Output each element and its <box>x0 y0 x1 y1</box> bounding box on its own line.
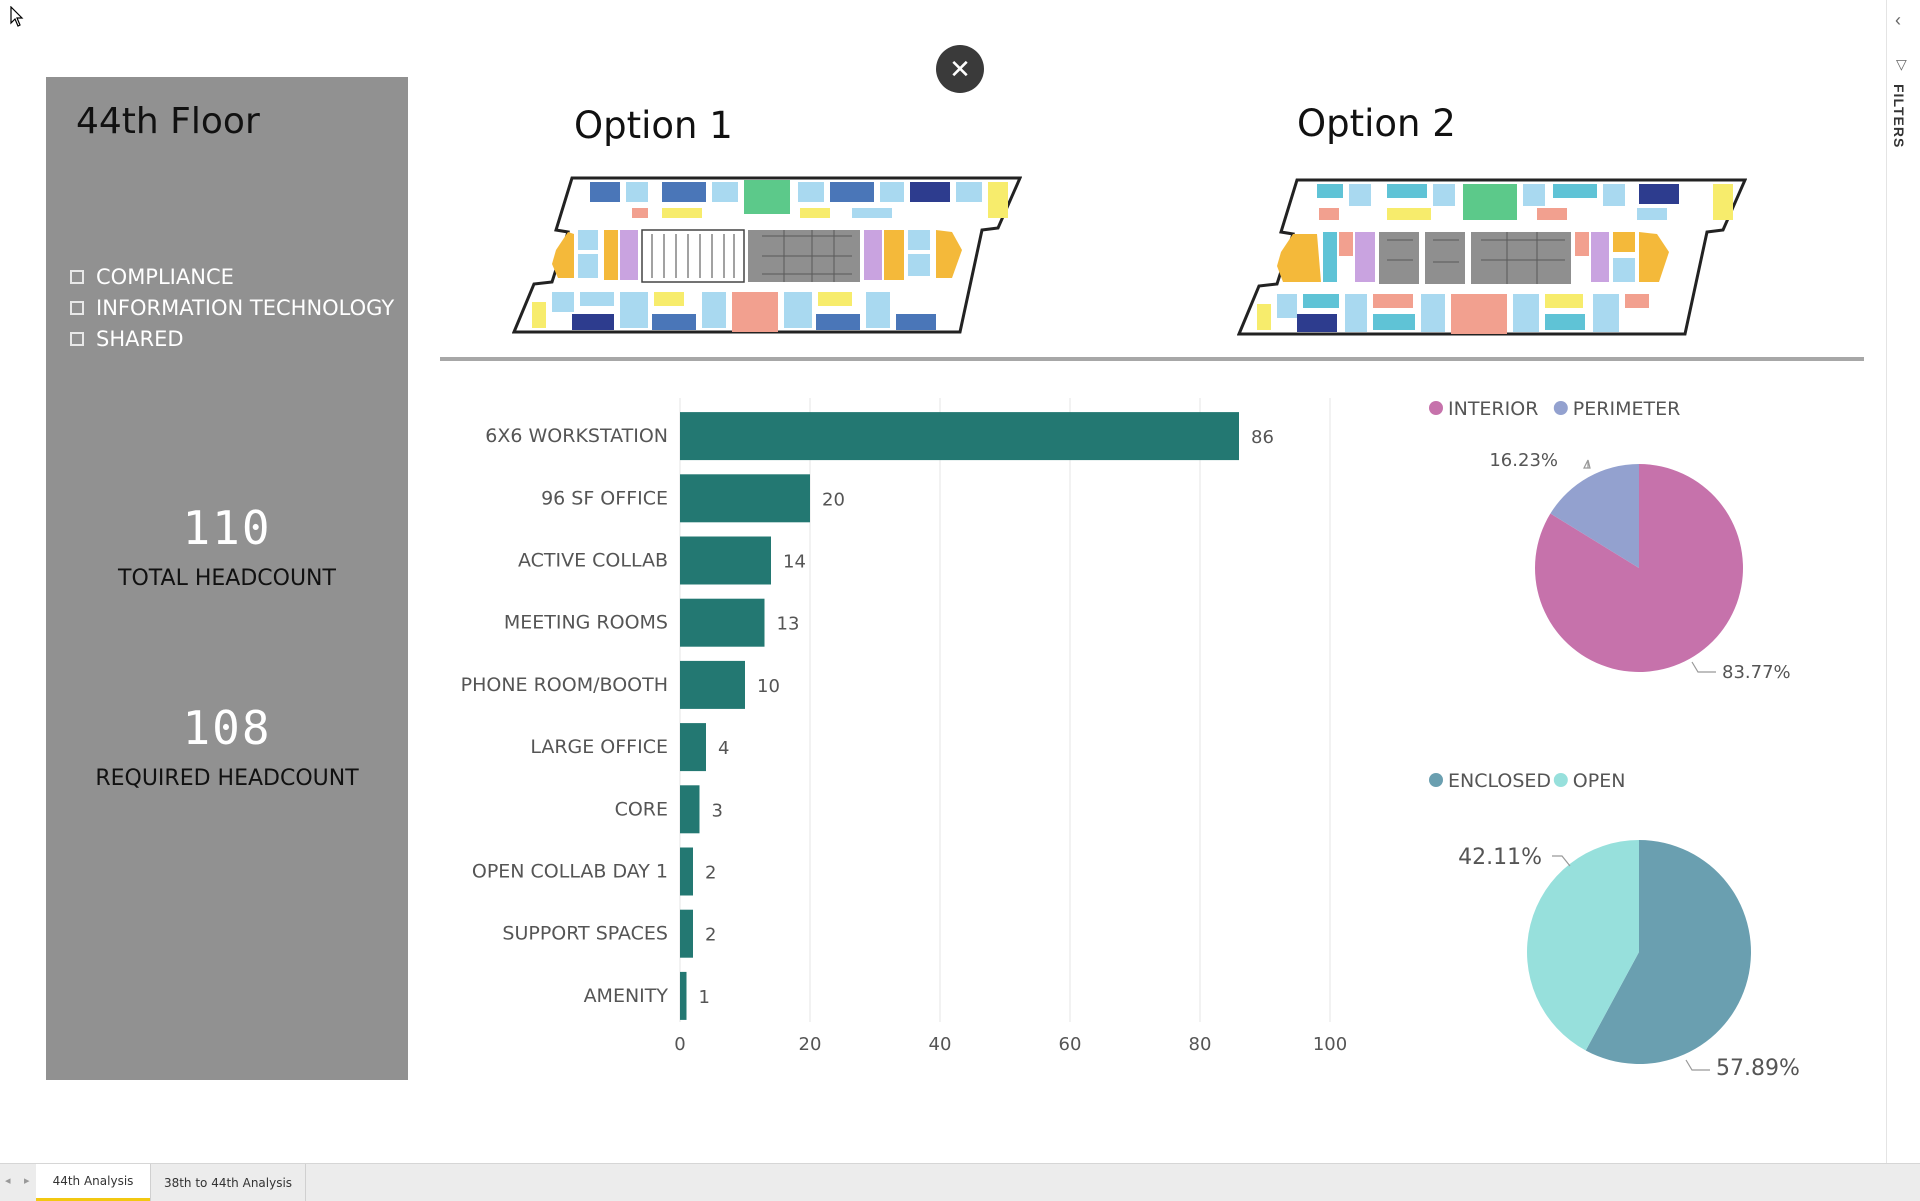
legend-label[interactable]: PERIMETER <box>1573 398 1680 420</box>
category-label: AMENITY <box>584 985 669 1007</box>
legend-marker <box>1429 773 1443 787</box>
category-label: MEETING ROOMS <box>504 612 668 634</box>
arrow-cursor-icon <box>10 6 24 27</box>
x-tick-label: 80 <box>1189 1034 1212 1055</box>
bar-value-label: 14 <box>783 552 806 573</box>
department-label: INFORMATION TECHNOLOGY <box>96 296 395 320</box>
bar[interactable] <box>680 660 745 709</box>
leader-line <box>1691 661 1716 673</box>
bar-value-label: 4 <box>718 738 729 759</box>
category-label: ACTIVE COLLAB <box>518 550 668 572</box>
bar-value-label: 10 <box>757 676 780 697</box>
x-tick-label: 100 <box>1313 1034 1347 1055</box>
pie-slice[interactable] <box>1527 840 1639 1051</box>
category-label: 96 SF OFFICE <box>541 487 668 509</box>
triangle-left-icon[interactable]: ◂ <box>5 1175 11 1187</box>
x-tick-label: 60 <box>1059 1034 1082 1055</box>
legend-label[interactable]: ENCLOSED <box>1448 770 1551 792</box>
bar[interactable] <box>680 474 810 523</box>
checkbox-icon[interactable] <box>70 301 84 315</box>
leader-line <box>1583 459 1591 469</box>
department-label: COMPLIANCE <box>96 265 234 289</box>
required-headcount-value: 108 <box>182 701 272 755</box>
bar-value-label: 1 <box>699 987 710 1008</box>
close-button[interactable]: ✕ <box>936 45 984 93</box>
tab-44th-analysis[interactable]: 44th Analysis <box>36 1164 150 1201</box>
department-filter-shared[interactable]: SHARED <box>70 327 184 351</box>
filter-funnel-icon: ▽ <box>1896 56 1907 72</box>
category-label: CORE <box>615 798 668 820</box>
legend-marker <box>1429 401 1443 415</box>
slice-percent-label: 83.77% <box>1722 662 1791 683</box>
pie-slice[interactable] <box>1585 840 1751 1064</box>
chevron-left-icon[interactable]: ‹ <box>1895 10 1901 30</box>
interior-perimeter-pie-chart[interactable]: INTERIOR PERIMETER 83.77% 16.23% <box>1400 390 1860 690</box>
bar-value-label: 20 <box>822 489 845 510</box>
close-icon: ✕ <box>949 53 971 84</box>
total-headcount-value: 110 <box>182 501 272 555</box>
bar[interactable] <box>680 723 706 772</box>
checkbox-icon[interactable] <box>70 332 84 346</box>
bar[interactable] <box>680 785 700 834</box>
x-tick-label: 40 <box>929 1034 952 1055</box>
bar-value-label: 3 <box>712 800 723 821</box>
bar-value-label: 86 <box>1251 427 1274 448</box>
option-2-title: Option 2 <box>1297 102 1456 145</box>
bar[interactable] <box>680 536 771 585</box>
bar[interactable] <box>680 412 1239 461</box>
category-label: PHONE ROOM/BOOTH <box>461 674 668 696</box>
option-1-title: Option 1 <box>574 104 733 147</box>
bar[interactable] <box>680 598 765 647</box>
triangle-right-icon[interactable]: ▸ <box>24 1175 30 1187</box>
slice-percent-label: 16.23% <box>1489 450 1558 471</box>
bar-value-label: 13 <box>777 614 800 635</box>
category-label: 6X6 WORKSTATION <box>485 425 668 447</box>
department-filter-information-technology[interactable]: INFORMATION TECHNOLOGY <box>70 296 394 320</box>
slice-percent-label: 42.11% <box>1458 845 1542 870</box>
bar-value-label: 2 <box>705 863 716 884</box>
legend-marker <box>1553 773 1568 787</box>
leader-line <box>1685 1059 1710 1071</box>
bar-value-label: 2 <box>705 925 716 946</box>
department-label: SHARED <box>96 327 184 351</box>
enclosed-open-pie-chart[interactable]: ENCLOSED OPEN 57.89% 42.11% <box>1400 762 1860 1092</box>
leader-line <box>1552 855 1571 867</box>
bar[interactable] <box>680 909 693 958</box>
section-divider <box>440 357 1864 361</box>
pie-slice[interactable] <box>1550 464 1639 568</box>
bar[interactable] <box>680 971 687 1020</box>
summary-panel: 44th Floor COMPLIANCE INFORMATION TECHNO… <box>46 77 408 1080</box>
legend-marker <box>1553 401 1568 415</box>
required-headcount-label: REQUIRED HEADCOUNT <box>95 766 359 791</box>
legend-label[interactable]: INTERIOR <box>1448 398 1538 420</box>
tab-38th-to-44th-analysis[interactable]: 38th to 44th Analysis <box>150 1164 306 1201</box>
filters-pane[interactable]: ‹ ▽ FILTERS <box>1886 0 1920 1163</box>
page-tab-bar: ◂ ▸ 44th Analysis 38th to 44th Analysis <box>0 1163 1920 1201</box>
floor-title: 44th Floor <box>76 101 260 142</box>
x-tick-label: 20 <box>799 1034 822 1055</box>
category-label: SUPPORT SPACES <box>502 923 668 945</box>
floor-plan-option-2[interactable] <box>1237 174 1747 340</box>
x-tick-label: 0 <box>674 1034 685 1055</box>
legend-label[interactable]: OPEN <box>1573 770 1626 792</box>
space-type-bar-chart[interactable]: 0 20 40 60 80 100 6X6 WORKSTATION 86 96 SF OFFIC… <box>440 390 1360 1100</box>
bar[interactable] <box>680 847 693 896</box>
category-label: LARGE OFFICE <box>530 736 668 758</box>
department-filter-compliance[interactable]: COMPLIANCE <box>70 265 234 289</box>
category-label: OPEN COLLAB DAY 1 <box>472 861 668 883</box>
slice-percent-label: 57.89% <box>1716 1056 1800 1081</box>
total-headcount-label: TOTAL HEADCOUNT <box>118 566 336 591</box>
checkbox-icon[interactable] <box>70 270 84 284</box>
floor-plan-option-1[interactable] <box>512 174 1022 338</box>
filters-label[interactable]: FILTERS <box>1891 84 1907 149</box>
